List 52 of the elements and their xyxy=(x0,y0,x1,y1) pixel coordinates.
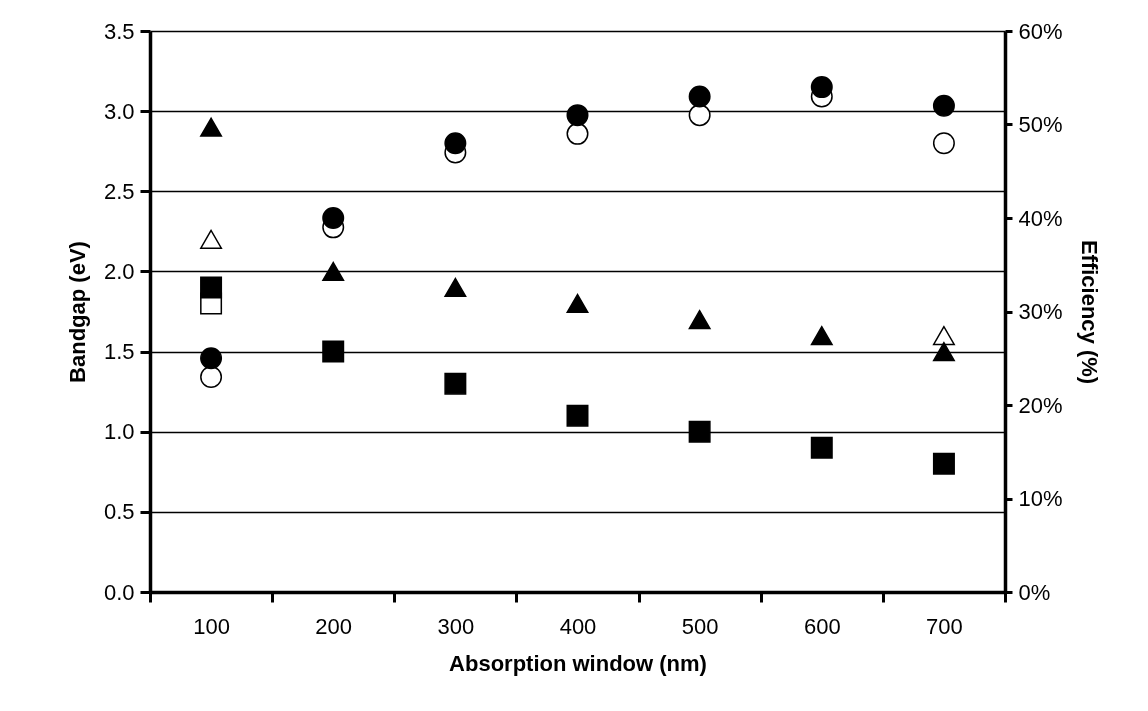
y-tick-label: 3.0 xyxy=(103,98,135,124)
point xyxy=(810,436,833,459)
point xyxy=(810,76,833,99)
point xyxy=(566,122,589,145)
x-tick-label: 300 xyxy=(437,613,475,639)
point xyxy=(932,94,955,117)
point xyxy=(200,229,223,249)
point xyxy=(932,325,955,346)
x-tick-label: 600 xyxy=(803,613,841,639)
x-tick-label: 200 xyxy=(315,613,353,639)
point xyxy=(566,104,589,127)
y2-tick-label: 10% xyxy=(1018,486,1063,511)
point xyxy=(566,293,589,314)
y2-tick-label: 20% xyxy=(1018,392,1063,418)
y-tick-label: 2.0 xyxy=(103,258,135,284)
point xyxy=(322,340,345,363)
x-tick-label: 400 xyxy=(559,613,597,639)
point xyxy=(444,277,467,298)
point xyxy=(932,452,955,475)
y-tick-label: 1.5 xyxy=(103,339,135,365)
y-tick-label: 3.5 xyxy=(103,18,135,44)
point xyxy=(200,365,223,388)
point xyxy=(688,309,711,330)
x-axis-title: Absorption window (nm) xyxy=(449,650,707,676)
x-tick-label: 700 xyxy=(926,613,963,639)
y2-tick-label: 30% xyxy=(1018,299,1063,324)
point xyxy=(688,104,711,127)
y-tick-label: 2.5 xyxy=(103,178,135,204)
point xyxy=(932,341,955,362)
point xyxy=(810,325,833,346)
point xyxy=(200,276,223,299)
y2-tick-label: 60% xyxy=(1018,18,1063,44)
point xyxy=(688,85,711,108)
x-tick-label: 500 xyxy=(681,613,719,639)
point xyxy=(566,404,589,427)
point xyxy=(200,117,223,137)
point xyxy=(932,132,955,155)
y2-tick-label: 40% xyxy=(1018,205,1063,231)
y2-tick-label: 50% xyxy=(1018,112,1063,137)
point xyxy=(200,347,223,370)
y2-tick-label: 0% xyxy=(1018,579,1051,605)
y-tick-label: 0.5 xyxy=(103,499,135,525)
x-tick-label: 100 xyxy=(193,613,230,639)
point xyxy=(444,132,467,155)
point xyxy=(322,261,345,282)
point xyxy=(688,420,711,443)
y-tick-label: 0.0 xyxy=(103,579,135,605)
point xyxy=(322,207,345,229)
y2-axis-title: Efficiency (%) xyxy=(1076,239,1102,385)
y-tick-label: 1.0 xyxy=(103,419,135,445)
point xyxy=(444,372,467,395)
y-axis-title: Bandgap (eV) xyxy=(64,241,90,383)
